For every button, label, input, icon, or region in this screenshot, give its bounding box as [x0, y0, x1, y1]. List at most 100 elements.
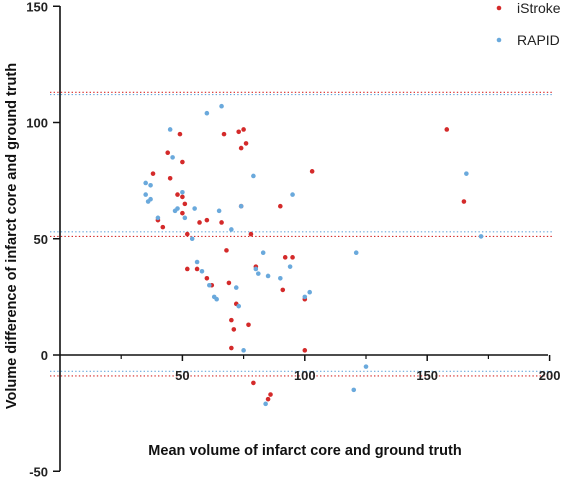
point-istroke	[167, 176, 173, 181]
point-rapid	[307, 289, 312, 295]
point-rapid	[207, 282, 212, 288]
y-tick-label: 0	[41, 348, 48, 363]
point-istroke	[241, 127, 246, 132]
point-istroke	[204, 217, 210, 223]
point-rapid	[170, 155, 175, 160]
y-axis-title: Volume difference of infarct core and gr…	[4, 63, 20, 409]
point-rapid	[219, 103, 224, 109]
point-istroke	[197, 220, 202, 225]
point-rapid	[302, 294, 308, 300]
point-istroke	[236, 129, 242, 135]
y-tick-label: -50	[29, 464, 48, 478]
legend: iStroke RAPID	[496, 0, 561, 48]
point-istroke	[238, 145, 244, 151]
legend-label-rapid: RAPID	[517, 32, 560, 48]
point-istroke	[224, 248, 229, 253]
point-rapid	[143, 192, 148, 197]
point-rapid	[148, 182, 153, 188]
point-rapid	[182, 215, 188, 221]
point-rapid	[241, 348, 246, 353]
point-istroke	[219, 220, 224, 225]
point-istroke	[302, 348, 308, 353]
point-istroke	[184, 266, 190, 272]
point-istroke	[444, 127, 450, 132]
point-istroke	[280, 287, 286, 293]
point-istroke	[150, 171, 156, 176]
point-rapid	[189, 236, 195, 242]
point-istroke	[282, 255, 288, 260]
point-istroke	[204, 275, 210, 281]
point-istroke	[165, 150, 171, 156]
point-rapid	[263, 401, 268, 407]
x-tick-label: 150	[416, 368, 438, 383]
point-istroke	[221, 131, 227, 137]
point-rapid	[287, 264, 293, 269]
point-istroke	[251, 380, 256, 386]
point-rapid	[194, 259, 200, 265]
point-istroke	[290, 255, 295, 260]
legend-marker-rapid	[496, 37, 502, 43]
point-istroke	[243, 141, 249, 146]
point-istroke	[180, 159, 185, 165]
point-rapid	[155, 215, 161, 221]
point-istroke	[278, 203, 283, 209]
point-istroke	[229, 345, 234, 351]
point-rapid	[464, 171, 469, 176]
point-istroke	[182, 201, 188, 207]
point-istroke	[229, 317, 234, 323]
point-rapid	[255, 271, 261, 276]
point-rapid	[192, 206, 197, 211]
point-istroke	[248, 231, 254, 237]
point-rapid	[290, 192, 295, 197]
legend-marker-istroke	[496, 5, 502, 11]
point-rapid	[214, 296, 219, 302]
x-tick-label: 50	[175, 368, 189, 383]
axes	[59, 6, 548, 471]
point-rapid	[278, 275, 283, 281]
point-istroke	[246, 322, 251, 328]
point-istroke	[184, 231, 190, 237]
point-rapid	[351, 387, 357, 393]
point-istroke	[231, 327, 237, 332]
axis-ticks: -50 0 50 100 150 50 100 150 200	[26, 0, 560, 478]
x-tick-label: 100	[294, 368, 316, 383]
point-istroke	[461, 199, 467, 204]
point-istroke	[180, 210, 185, 216]
point-istroke	[265, 396, 271, 402]
point-istroke	[194, 266, 200, 272]
y-tick-label: 150	[26, 0, 48, 14]
data-points	[143, 103, 484, 407]
point-rapid	[363, 364, 369, 369]
point-istroke	[180, 194, 185, 200]
point-rapid	[199, 269, 205, 274]
point-istroke	[175, 192, 180, 197]
x-axis-title: Mean volume of infarct core and ground t…	[148, 443, 461, 459]
point-rapid	[251, 173, 256, 179]
point-rapid	[180, 189, 185, 195]
point-istroke	[268, 392, 273, 397]
point-istroke	[160, 224, 166, 230]
point-istroke	[177, 131, 183, 137]
point-rapid	[229, 227, 234, 232]
point-rapid	[478, 234, 484, 239]
point-istroke	[226, 280, 232, 286]
x-tick-label: 200	[539, 368, 561, 383]
point-rapid	[216, 208, 222, 214]
point-rapid	[148, 196, 153, 202]
point-rapid	[265, 273, 271, 279]
point-rapid	[233, 285, 239, 290]
point-istroke	[309, 169, 315, 174]
point-rapid	[253, 266, 259, 272]
y-tick-label: 100	[26, 116, 48, 131]
point-rapid	[175, 206, 180, 211]
point-rapid	[236, 303, 242, 309]
y-tick-label: 50	[34, 232, 48, 247]
point-rapid	[143, 180, 148, 186]
point-rapid	[353, 250, 359, 255]
legend-label-istroke: iStroke	[517, 0, 561, 16]
reference-lines	[50, 91, 553, 377]
point-rapid	[260, 250, 266, 255]
point-rapid	[238, 203, 244, 209]
point-rapid	[204, 110, 210, 116]
